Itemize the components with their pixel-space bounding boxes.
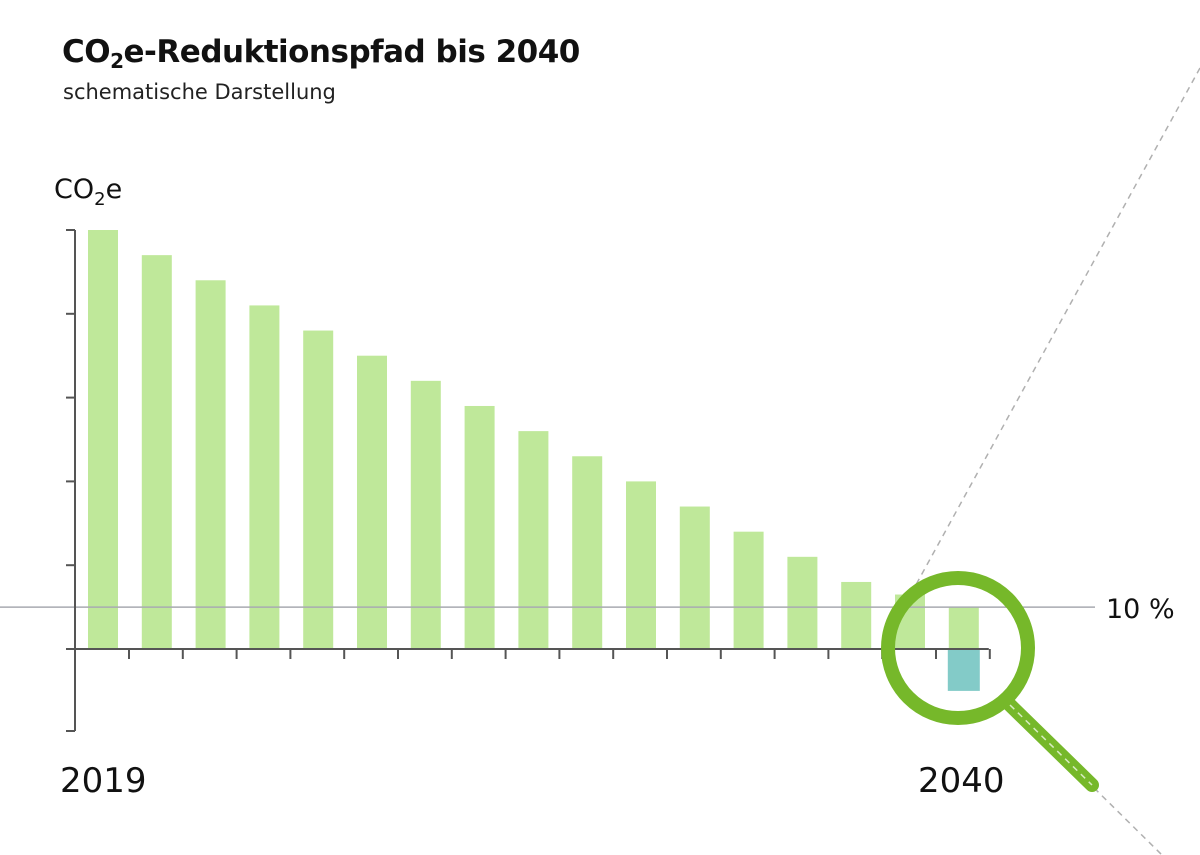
bar	[141, 255, 172, 649]
bar	[303, 330, 334, 649]
bar	[88, 230, 118, 649]
bar	[410, 380, 441, 649]
bar	[841, 581, 872, 649]
magnifier-icon	[881, 571, 1099, 792]
bar	[948, 607, 979, 649]
y-axis-label: CO2e	[54, 174, 122, 210]
bar	[787, 556, 818, 649]
bar	[679, 506, 710, 649]
chart-title-main: CO	[62, 34, 111, 70]
bar	[518, 431, 549, 649]
dashed-zoom-line-handle	[1009, 704, 1093, 786]
bar	[249, 305, 280, 649]
dashed-zoom-line-upper	[911, 67, 1200, 593]
magnifier-lens	[881, 571, 1035, 725]
chart-title: CO2e-Reduktionspfad bis 2040	[62, 34, 581, 73]
x-tick-label: 2040	[918, 761, 1005, 801]
bar	[626, 481, 656, 649]
bar	[195, 280, 226, 649]
negative-bar	[947, 649, 980, 691]
chart-subtitle: schematische Darstellung	[63, 80, 336, 104]
bar	[733, 531, 764, 649]
bar	[464, 405, 495, 649]
chart-title-subscript: 2	[110, 49, 124, 73]
chart-title-rest: e-Reduktionspfad bis 2040	[123, 34, 581, 70]
bar	[572, 456, 603, 649]
x-tick-label: 2019	[60, 761, 147, 801]
bar	[357, 355, 387, 649]
reference-label: 10 %	[1106, 594, 1175, 625]
